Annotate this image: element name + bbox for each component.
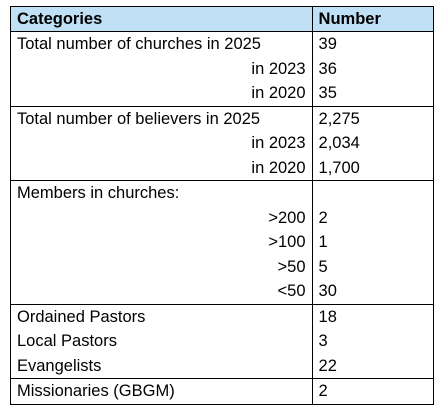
number-cell: 2,275 [311, 105, 435, 131]
category-cell: Local Pastors [10, 329, 313, 354]
number-cell: 1,700 [311, 155, 435, 181]
table-row: Evangelists 22 [10, 353, 435, 379]
number-cell: 30 [311, 279, 435, 304]
number-cell [311, 180, 435, 206]
number-cell: 18 [311, 303, 435, 329]
table-body: Total number of churches in 2025 39 in 202… [10, 31, 435, 405]
category-cell: Total number of churches in 2025 [10, 31, 313, 57]
category-cell: Missionaries (GBGM) [10, 378, 313, 405]
number-cell: 2 [311, 378, 435, 405]
category-cell: Total number of believers in 2025 [10, 105, 313, 131]
category-cell: Members in churches: [10, 180, 313, 206]
category-cell: >200 [10, 205, 313, 230]
category-cell: in 2020 [10, 81, 313, 106]
header-number: Number [311, 6, 435, 32]
number-cell: 1 [311, 230, 435, 255]
number-cell: 36 [311, 56, 435, 81]
table-row: Missionaries (GBGM) 2 [10, 378, 435, 405]
number-cell: 3 [311, 329, 435, 354]
table-row: >200 2 [10, 205, 435, 230]
table-header-row: Categories Number [10, 6, 435, 32]
table-row: in 2023 36 [10, 56, 435, 81]
table-row: Local Pastors 3 [10, 329, 435, 354]
category-cell: Ordained Pastors [10, 303, 313, 329]
header-categories: Categories [10, 6, 313, 32]
table-row: >50 5 [10, 254, 435, 279]
table-row: >100 1 [10, 230, 435, 255]
statistics-table-container: Categories Number Total number of church… [10, 6, 435, 405]
category-cell: >50 [10, 254, 313, 279]
number-cell: 2 [311, 205, 435, 230]
category-cell: Evangelists [10, 353, 313, 379]
number-cell: 5 [311, 254, 435, 279]
table-row: in 2023 2,034 [10, 131, 435, 156]
table-row: Total number of believers in 2025 2,275 [10, 105, 435, 131]
table-row: Total number of churches in 2025 39 [10, 31, 435, 57]
table-row: in 2020 1,700 [10, 155, 435, 181]
category-cell: <50 [10, 279, 313, 304]
category-cell: >100 [10, 230, 313, 255]
number-cell: 2,034 [311, 131, 435, 156]
table-row: <50 30 [10, 279, 435, 304]
table-row: Members in churches: [10, 180, 435, 206]
table-row: Ordained Pastors 18 [10, 303, 435, 329]
category-cell: in 2023 [10, 56, 313, 81]
number-cell: 22 [311, 353, 435, 379]
number-cell: 39 [311, 31, 435, 57]
category-cell: in 2023 [10, 131, 313, 156]
statistics-table: Categories Number Total number of church… [10, 6, 435, 405]
number-cell: 35 [311, 81, 435, 106]
table-row: in 2020 35 [10, 81, 435, 106]
category-cell: in 2020 [10, 155, 313, 181]
